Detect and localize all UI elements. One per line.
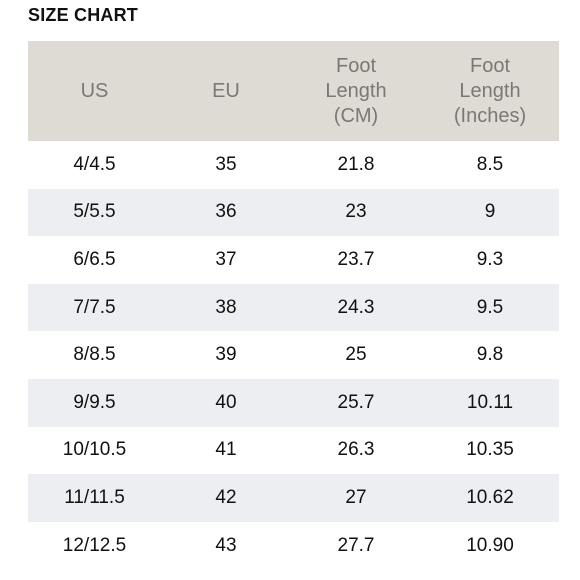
cell-cm: 21.8	[337, 153, 375, 175]
table-header: US EU Foot Length (CM) Foot Length (Inch…	[28, 41, 559, 141]
cell-inches: 8.5	[476, 153, 504, 175]
cell-cm: 27	[345, 486, 367, 508]
table-row: 6/6.5 37 23.7 9.3	[28, 236, 559, 284]
header-row: US EU Foot Length (CM) Foot Length (Inch…	[28, 41, 559, 141]
cell-eu: 36	[215, 201, 237, 223]
cell-inches: 10.11	[466, 391, 514, 413]
cell-cm: 23.7	[337, 248, 375, 270]
cell-inches: 9.5	[476, 296, 504, 318]
cell-cm: 25.7	[337, 391, 375, 413]
cell-us: 12/12.5	[62, 534, 127, 556]
cell-inches: 10.35	[466, 439, 514, 461]
cell-cm: 25	[345, 344, 367, 366]
cell-cm: 23	[345, 201, 367, 223]
cell-us: 8/8.5	[73, 344, 116, 366]
table-row: 10/10.5 41 26.3 10.35	[28, 427, 559, 475]
cell-inches: 10.62	[466, 486, 514, 508]
cell-us: 4/4.5	[73, 153, 116, 175]
cell-cm: 27.7	[337, 534, 375, 556]
table-row: 9/9.5 40 25.7 10.11	[28, 378, 559, 427]
header-us: US	[80, 79, 109, 102]
cell-eu: 35	[215, 153, 237, 175]
cell-eu: 40	[215, 391, 237, 413]
cell-us: 7/7.5	[73, 296, 116, 318]
cell-eu: 39	[215, 344, 237, 366]
cell-us: 11/11.5	[64, 486, 125, 508]
header-foot-length-cm: Foot Length (CM)	[325, 54, 387, 127]
table-row: 12/12.5 43 27.7 10.90	[28, 522, 559, 570]
cell-cm: 24.3	[337, 296, 375, 318]
cell-eu: 37	[215, 248, 237, 270]
table-row: 11/11.5 42 27 10.62	[28, 474, 559, 522]
header-foot-length-inches: Foot Length (Inches)	[453, 54, 527, 127]
cell-eu: 38	[215, 296, 237, 318]
cell-inches: 9.8	[476, 344, 504, 366]
cell-us: 9/9.5	[73, 391, 116, 413]
table-row: 7/7.5 38 24.3 9.5	[28, 283, 559, 332]
cell-eu: 41	[215, 439, 237, 461]
cell-inches: 10.90	[466, 534, 514, 556]
size-chart-table: US EU Foot Length (CM) Foot Length (Inch…	[28, 41, 559, 569]
header-eu: EU	[212, 79, 240, 102]
cell-us: 5/5.5	[73, 201, 116, 223]
table-row: 5/5.5 36 23 9	[28, 188, 559, 237]
cell-inches: 9	[484, 201, 496, 223]
table-row: 8/8.5 39 25 9.8	[28, 331, 559, 379]
cell-eu: 43	[215, 534, 237, 556]
cell-cm: 26.3	[337, 439, 375, 461]
cell-us: 6/6.5	[73, 248, 116, 270]
table-row: 4/4.5 35 21.8 8.5	[28, 141, 559, 189]
cell-eu: 42	[215, 486, 237, 508]
size-chart-title: SIZE CHART	[28, 5, 138, 25]
cell-us: 10/10.5	[62, 439, 127, 461]
cell-inches: 9.3	[476, 248, 504, 270]
table-body: 4/4.5 35 21.8 8.5 5/5.5 36 23 9 6/6.5 37…	[28, 141, 559, 569]
